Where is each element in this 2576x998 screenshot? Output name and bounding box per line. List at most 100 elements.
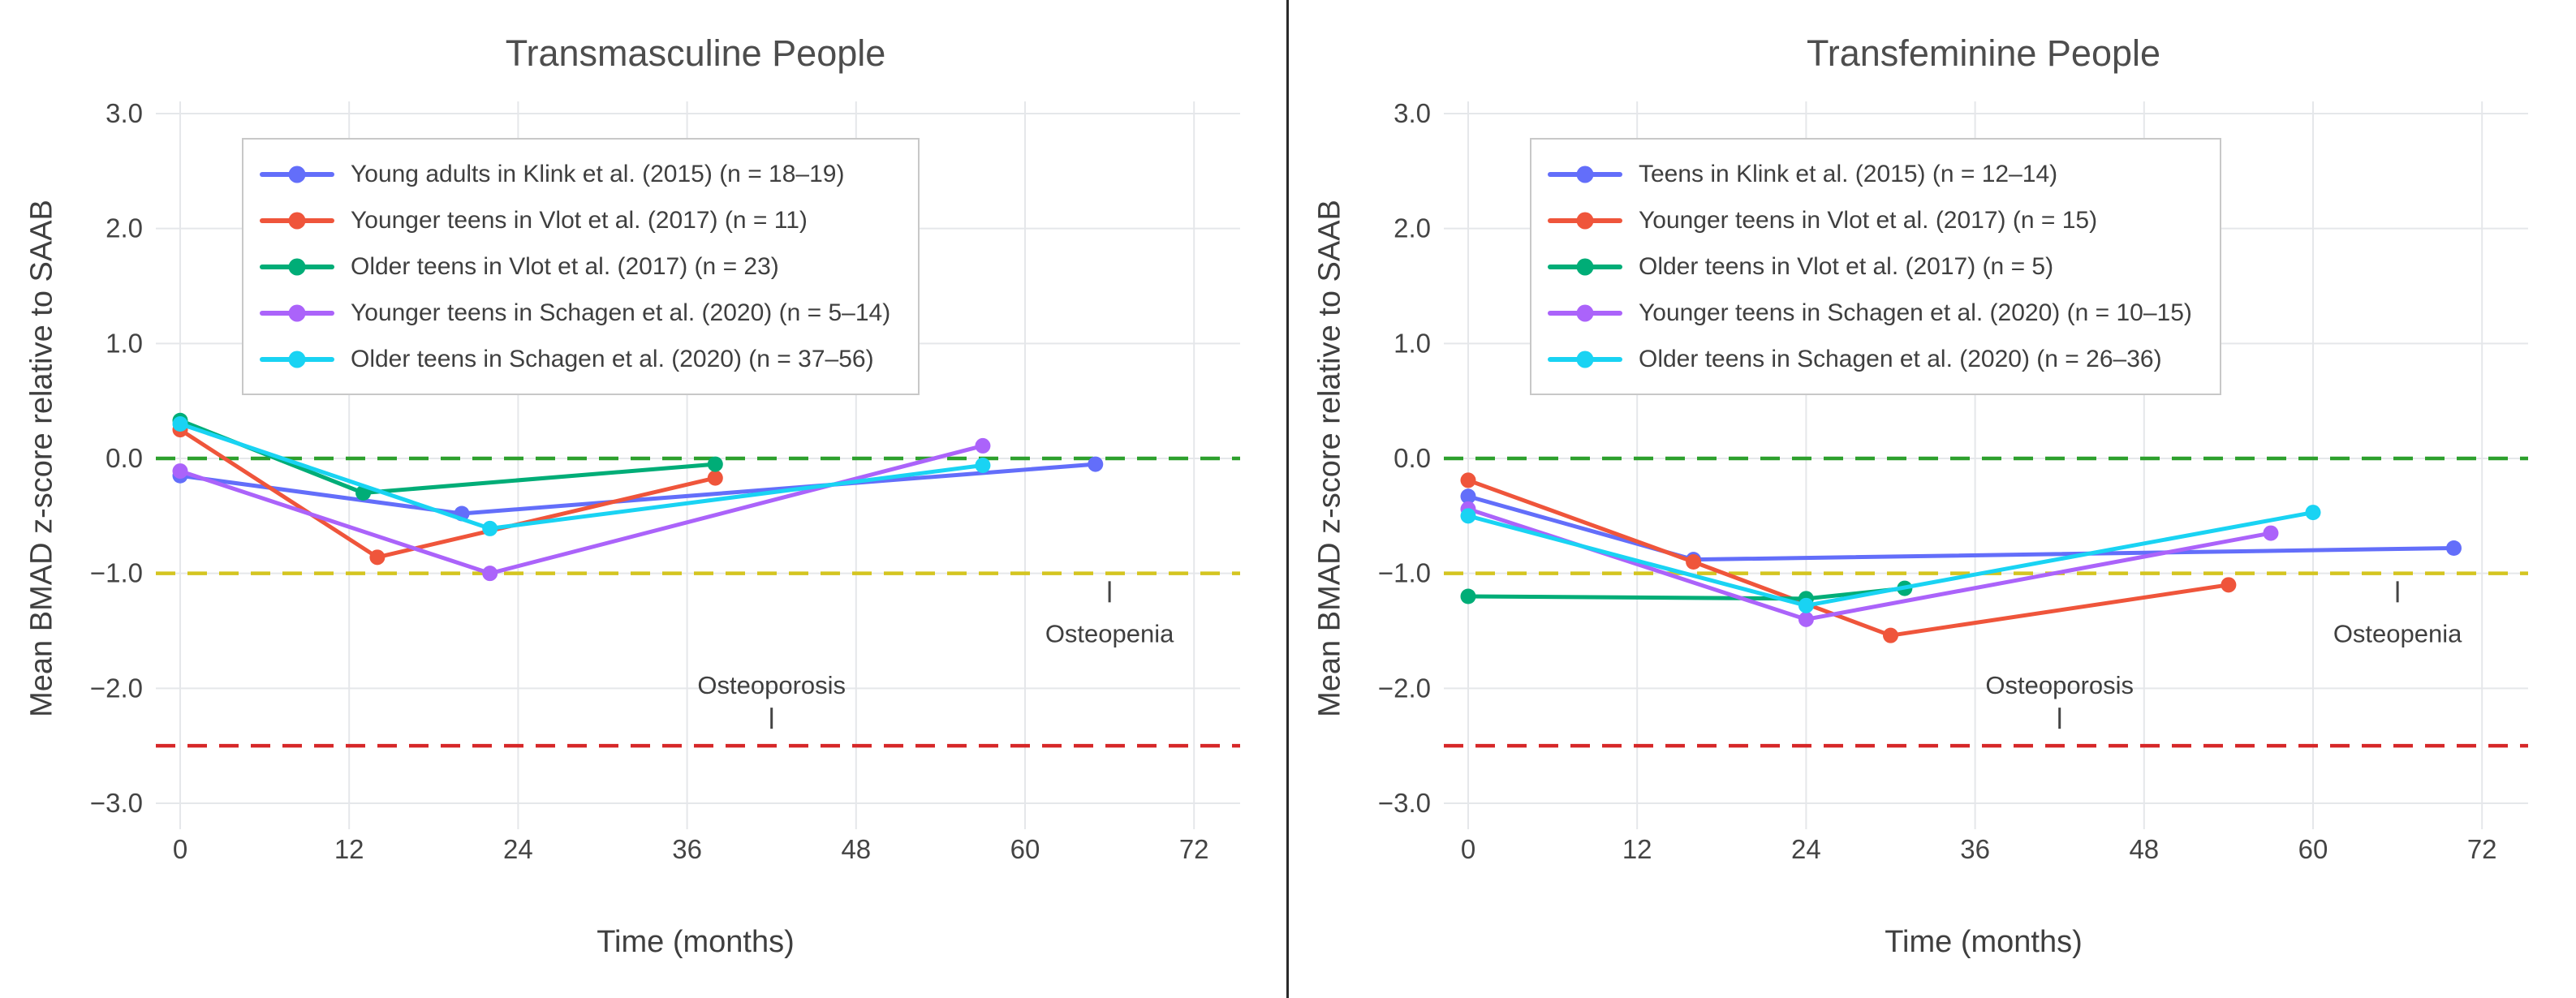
- legend-item-label: Older teens in Vlot et al. (2017) (n = 2…: [351, 252, 779, 280]
- legend-item-label: Older teens in Schagen et al. (2020) (n …: [1639, 345, 2162, 372]
- data-point-marker: [2305, 505, 2321, 521]
- x-tick-label: 48: [841, 834, 871, 864]
- x-axis-title: Time (months): [1885, 925, 2083, 959]
- data-point-marker: [707, 456, 723, 472]
- data-point-marker: [1460, 472, 1476, 488]
- data-point-marker: [1460, 588, 1476, 604]
- y-tick-label: 3.0: [1394, 98, 1431, 128]
- chart-title: Transmasculine People: [505, 32, 886, 74]
- x-tick-label: 72: [2467, 834, 2497, 864]
- legend-marker-dot: [288, 304, 306, 321]
- x-tick-label: 0: [1461, 834, 1475, 864]
- y-tick-label: 0.0: [1394, 443, 1431, 473]
- legend-item-label: Younger teens in Schagen et al. (2020) (…: [351, 299, 891, 326]
- data-point-marker: [1883, 627, 1898, 643]
- legend-line-sample: [1548, 304, 1622, 321]
- data-point-marker: [172, 415, 188, 432]
- y-tick-label: −2.0: [90, 673, 143, 703]
- legend-item[interactable]: Younger teens in Schagen et al. (2020) (…: [260, 290, 890, 336]
- legend-item[interactable]: Older teens in Vlot et al. (2017) (n = 2…: [260, 243, 890, 290]
- legend-marker-dot: [1576, 304, 1594, 321]
- y-tick-label: −3.0: [90, 788, 143, 818]
- legend-item[interactable]: Teens in Klink et al. (2015) (n = 12–14): [1548, 151, 2192, 197]
- y-tick-label: 3.0: [106, 98, 143, 128]
- x-tick-label: 60: [1010, 834, 1040, 864]
- legend-item-label: Younger teens in Vlot et al. (2017) (n =…: [351, 206, 808, 234]
- y-tick-label: −1.0: [90, 558, 143, 588]
- annotation-label: Osteoporosis: [697, 671, 846, 699]
- y-tick-label: 1.0: [106, 328, 143, 358]
- legend-item[interactable]: Older teens in Schagen et al. (2020) (n …: [260, 336, 890, 382]
- annotation-label: Osteoporosis: [1985, 671, 2134, 699]
- legend-marker-dot: [288, 166, 306, 183]
- legend-line-sample: [1548, 351, 1622, 368]
- legend-item[interactable]: Older teens in Vlot et al. (2017) (n = 5…: [1548, 243, 2192, 290]
- data-point-marker: [2446, 540, 2462, 557]
- plot-area: 3.0 2.0 1.0 0.0 −1.0 −2.0 −3.0 0 12 24 36 48 60 72 Ost…: [1378, 98, 2528, 864]
- series-line: [178, 428, 717, 560]
- legend-item[interactable]: Older teens in Schagen et al. (2020) (n …: [1548, 336, 2192, 382]
- data-point-marker: [2263, 525, 2279, 541]
- x-tick-label: 72: [1179, 834, 1209, 864]
- data-point-marker: [2221, 577, 2237, 593]
- x-tick-label: 36: [672, 834, 702, 864]
- legend-item[interactable]: Young adults in Klink et al. (2015) (n =…: [260, 151, 890, 197]
- annotation-label: Osteopenia: [2333, 619, 2462, 647]
- legend-line-sample: [260, 258, 334, 275]
- legend-line-sample: [1548, 166, 1622, 183]
- data-point-marker: [369, 549, 386, 566]
- legend-item-label: Young adults in Klink et al. (2015) (n =…: [351, 160, 845, 187]
- legend-item-label: Older teens in Schagen et al. (2020) (n …: [351, 345, 874, 372]
- legend-marker-dot: [1576, 258, 1594, 275]
- data-point-marker: [975, 458, 991, 473]
- legend-item-label: Teens in Klink et al. (2015) (n = 12–14): [1639, 160, 2058, 187]
- chart-title: Transfeminine People: [1806, 32, 2161, 74]
- series-line: [1466, 494, 2456, 562]
- legend-marker-dot: [1576, 351, 1594, 368]
- data-point-marker: [1798, 611, 1814, 627]
- annotation-label: Osteopenia: [1045, 619, 1174, 647]
- legend: Teens in Klink et al. (2015) (n = 12–14)…: [1530, 138, 2221, 395]
- x-tick-label: 12: [1622, 834, 1652, 864]
- legend: Young adults in Klink et al. (2015) (n =…: [242, 138, 920, 395]
- y-tick-label: −3.0: [1378, 788, 1431, 818]
- data-point-marker: [1088, 456, 1104, 472]
- x-tick-label: 12: [334, 834, 364, 864]
- legend-line-sample: [260, 212, 334, 229]
- y-tick-label: 2.0: [1394, 213, 1431, 243]
- legend-marker-dot: [1576, 212, 1594, 229]
- data-point-marker: [482, 566, 498, 582]
- x-tick-label: 24: [1791, 834, 1821, 864]
- legend-item[interactable]: Younger teens in Schagen et al. (2020) (…: [1548, 290, 2192, 336]
- x-tick-label: 48: [2129, 834, 2159, 864]
- data-point-marker: [1686, 554, 1702, 570]
- data-point-marker: [1460, 508, 1476, 524]
- y-tick-label: 2.0: [106, 213, 143, 243]
- data-point-marker: [707, 470, 723, 486]
- x-axis-title: Time (months): [597, 925, 795, 959]
- legend-line-sample: [260, 166, 334, 183]
- x-tick-label: 36: [1960, 834, 1990, 864]
- x-tick-label: 24: [503, 834, 533, 864]
- legend-item[interactable]: Younger teens in Vlot et al. (2017) (n =…: [260, 197, 890, 243]
- data-point-marker: [172, 463, 188, 480]
- x-tick-label: 60: [2298, 834, 2328, 864]
- data-point-marker: [975, 437, 991, 454]
- legend-item-label: Younger teens in Schagen et al. (2020) (…: [1639, 299, 2192, 326]
- legend-marker-dot: [1576, 166, 1594, 183]
- y-tick-label: −2.0: [1378, 673, 1431, 703]
- legend-line-sample: [260, 304, 334, 321]
- panel-divider: [1286, 0, 1289, 998]
- y-tick-label: −1.0: [1378, 558, 1431, 588]
- panel-transfeminine: Transfeminine People Mean BMAD z-score r…: [1288, 0, 2576, 998]
- legend-line-sample: [1548, 212, 1622, 229]
- legend-item-label: Younger teens in Vlot et al. (2017) (n =…: [1639, 206, 2098, 234]
- y-tick-label: 1.0: [1394, 328, 1431, 358]
- data-point-marker: [1460, 488, 1476, 505]
- legend-marker-dot: [288, 212, 306, 229]
- legend-marker-dot: [288, 351, 306, 368]
- data-point-marker: [482, 520, 498, 536]
- legend-item[interactable]: Younger teens in Vlot et al. (2017) (n =…: [1548, 197, 2192, 243]
- data-point-marker: [1798, 597, 1814, 613]
- legend-line-sample: [1548, 258, 1622, 275]
